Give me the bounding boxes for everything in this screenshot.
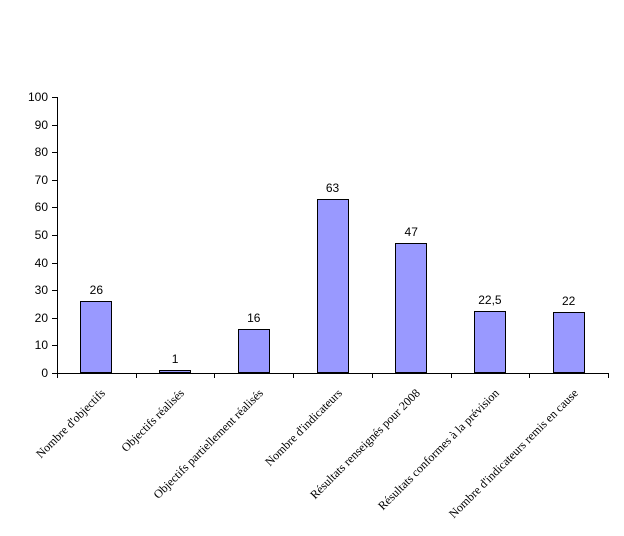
y-axis-tick: [52, 345, 57, 347]
bar-value-label: 22,5: [478, 292, 502, 307]
y-axis-line: [57, 97, 58, 374]
x-axis-category-label: Résultats conformes à la prévision: [375, 386, 502, 513]
y-axis-tick-label: 60: [34, 200, 48, 215]
x-axis-tick: [57, 374, 58, 378]
x-axis-tick: [371, 374, 373, 378]
bar-value-label: 63: [325, 181, 340, 196]
x-axis-category-label: Objectifs réalisés: [118, 386, 187, 455]
y-axis-tick: [52, 317, 57, 319]
bar-5: [395, 243, 428, 373]
x-axis-line: [57, 373, 609, 374]
y-axis-tick-label: 100: [27, 90, 48, 104]
y-axis-tick-label: 50: [34, 228, 48, 242]
x-axis-tick: [293, 374, 295, 378]
y-axis-tick-label: 90: [34, 117, 48, 132]
x-axis-category-label: Nombre d'indicateurs: [261, 386, 345, 469]
y-axis-tick-label: 30: [34, 283, 48, 298]
x-axis-category-label: Nombre d'indicateurs remis en cause: [445, 386, 581, 521]
bar-value-label: 1: [171, 352, 179, 367]
bar-2: [159, 370, 192, 373]
y-axis-tick: [52, 97, 57, 98]
bar-1: [80, 301, 113, 373]
x-axis-category-label: Résultats renseignés pour 2008: [307, 386, 424, 502]
bar-value-label: 47: [404, 225, 418, 240]
y-axis-tick-label: 20: [34, 310, 48, 325]
x-axis-tick: [135, 374, 137, 378]
bar-value-label: 16: [247, 310, 261, 325]
bar-value-label: 22: [561, 294, 576, 309]
x-axis-category-label: Objectifs partiellement réalisés: [150, 386, 266, 502]
bar-6: [473, 310, 506, 373]
bar-4: [316, 199, 349, 373]
x-axis-tick: [608, 374, 609, 378]
bar-value-label: 26: [89, 283, 104, 298]
y-axis-tick-label: 10: [34, 338, 48, 353]
y-axis-tick: [52, 373, 57, 374]
x-axis-tick: [450, 374, 452, 378]
y-axis-tick-label: 0: [41, 366, 48, 380]
y-axis-tick: [52, 207, 57, 209]
y-axis-tick-label: 70: [34, 172, 48, 187]
y-axis-tick: [52, 262, 57, 264]
x-axis-tick: [529, 374, 531, 378]
y-axis-tick: [52, 124, 57, 126]
y-axis-tick: [52, 290, 57, 292]
y-axis-tick: [52, 235, 57, 236]
y-axis-tick-label: 80: [34, 145, 48, 160]
y-axis-tick-label: 40: [34, 255, 48, 270]
bar-3: [237, 328, 270, 373]
y-axis-tick: [52, 152, 57, 154]
bar-7: [552, 312, 585, 373]
x-axis-tick: [214, 374, 216, 378]
y-axis-tick: [52, 179, 57, 181]
